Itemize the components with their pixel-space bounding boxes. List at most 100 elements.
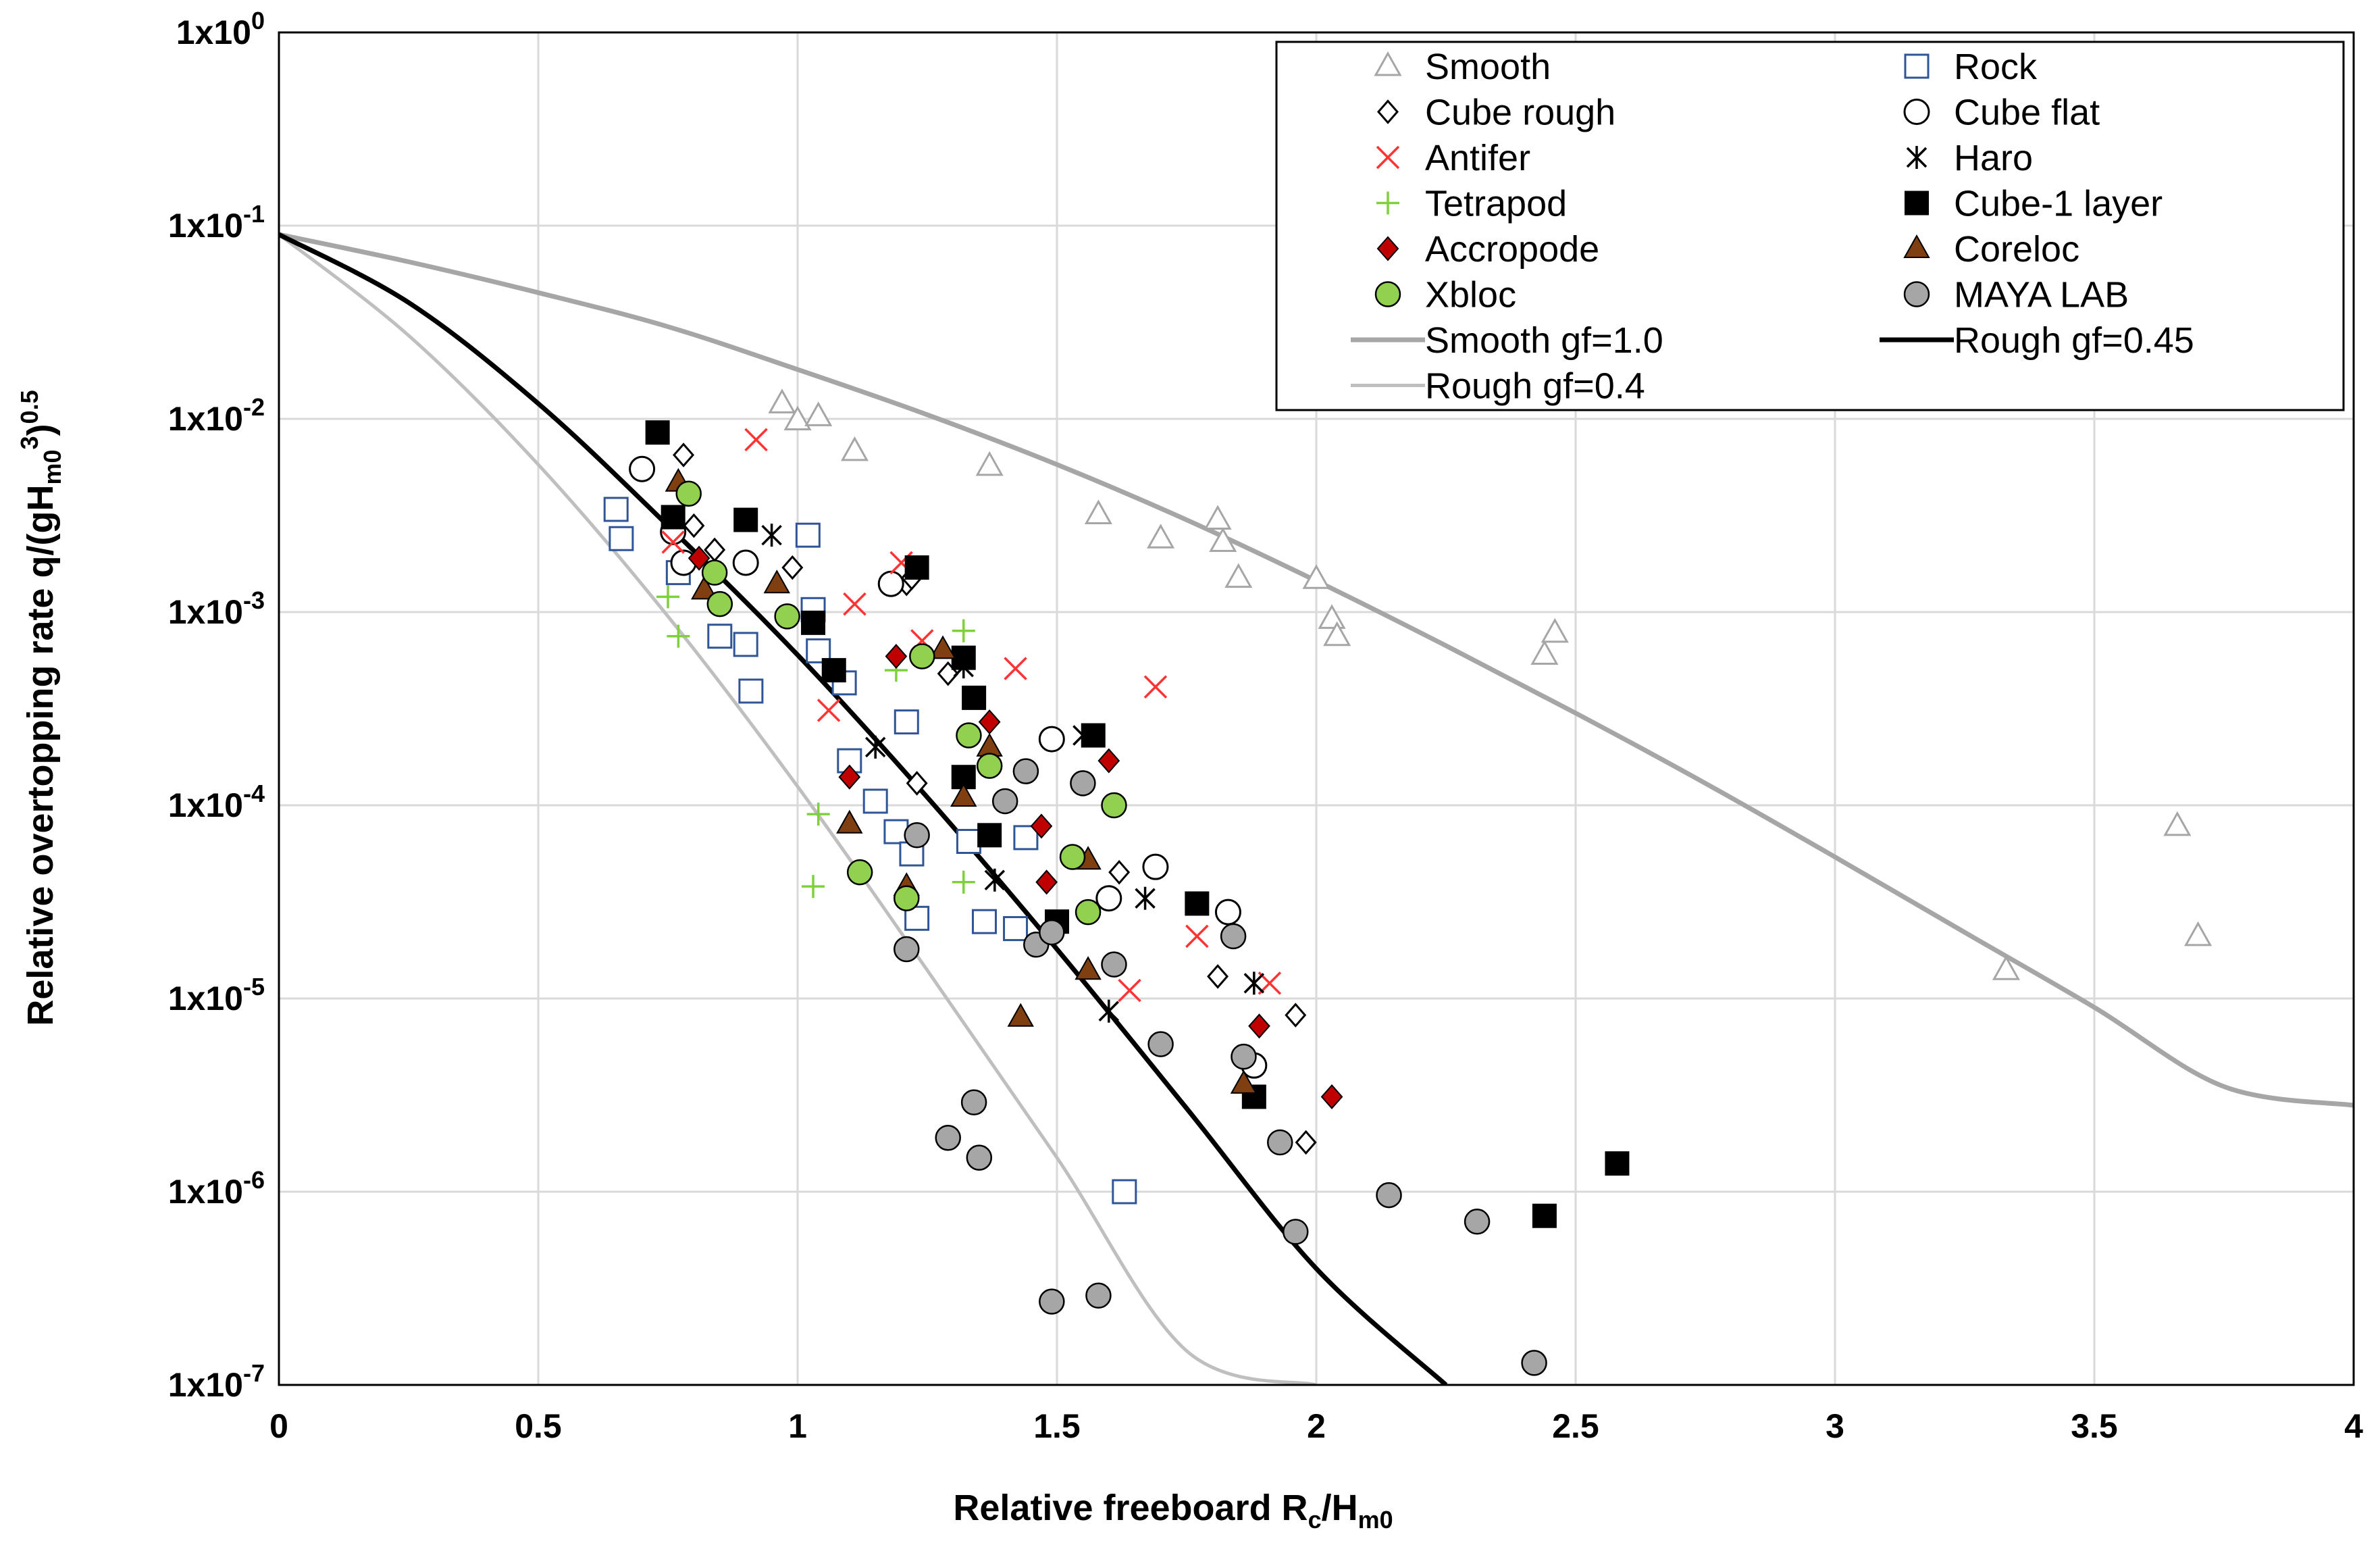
y-tick-label: 1x10-3 <box>168 586 265 631</box>
data-point-antifer <box>817 699 841 722</box>
legend-label-tetrapod: Tetrapod <box>1425 184 1567 224</box>
data-point-maya-lab <box>1101 951 1127 978</box>
data-point-xbloc <box>706 590 733 617</box>
data-point-maya-lab <box>1039 1288 1065 1315</box>
legend-symbol-coreloc <box>1903 234 1930 258</box>
data-point-maya-lab <box>1464 1209 1491 1235</box>
data-point-cube-flat <box>732 549 759 576</box>
data-point-smooth <box>1147 524 1175 549</box>
data-point-smooth <box>1224 563 1253 588</box>
data-point-accropode <box>688 545 710 571</box>
x-tick-label: 1.5 <box>1033 1407 1081 1445</box>
data-point-tetrapod <box>667 624 690 648</box>
y-tick-label: 1x100 <box>176 7 265 51</box>
data-point-rock <box>862 788 888 814</box>
data-point-maya-lab <box>1266 1129 1293 1156</box>
curve-rough-gf-0-4 <box>279 233 1317 1385</box>
data-point-smooth <box>1209 527 1237 553</box>
data-point-rock <box>956 829 981 855</box>
data-point-maya-lab <box>1220 923 1247 950</box>
legend-label-haro: Haro <box>1954 138 2033 178</box>
legend-label-rough-gf-0-45: Rough gf=0.45 <box>1954 320 2194 361</box>
legend-label-cube-rough: Cube rough <box>1425 93 1615 133</box>
legend-symbol-haro <box>1906 146 1928 169</box>
legend-symbol-xbloc <box>1374 281 1401 307</box>
data-point-coreloc <box>950 783 977 807</box>
data-point-xbloc <box>675 480 702 507</box>
data-point-xbloc <box>774 603 800 630</box>
legend: Smooth Cube rough Antifer Tetrapod Accropode… <box>1275 41 2345 411</box>
data-point-cube-flat <box>877 570 904 597</box>
data-point-rock <box>894 709 919 735</box>
legend-symbol-rock <box>1904 53 1930 79</box>
data-point-accropode <box>838 764 861 790</box>
legend-symbol-cube-1-layer <box>1905 191 1929 216</box>
data-point-rock <box>609 526 634 551</box>
data-point-cube-1-layer <box>733 507 758 532</box>
legend-symbol-cube-rough <box>1377 99 1399 124</box>
data-point-cube-1-layer <box>1532 1203 1557 1228</box>
legend-label-rock: Rock <box>1954 47 2038 87</box>
data-point-haro <box>1243 971 1265 995</box>
data-point-maya-lab <box>1012 758 1039 784</box>
legend-label-antifer: Antifer <box>1425 138 1530 178</box>
y-tick-label: 1x10-7 <box>168 1359 265 1404</box>
data-point-accropode <box>1097 748 1120 774</box>
data-point-rock <box>733 632 758 657</box>
data-point-accropode <box>1030 813 1053 839</box>
x-tick-label: 2.5 <box>1552 1407 1599 1445</box>
data-point-cube-1-layer <box>1605 1151 1630 1176</box>
data-point-cube-1-layer <box>904 555 929 580</box>
data-point-cube-1-layer <box>977 823 1002 848</box>
legend-label-smooth: Smooth <box>1425 47 1551 87</box>
data-point-xbloc <box>1075 899 1102 926</box>
data-point-maya-lab <box>960 1089 987 1116</box>
x-tick-labels: 0 0.5 1 1.5 2 2.5 3 3.5 4 <box>269 1407 2363 1445</box>
data-point-smooth <box>783 405 812 431</box>
series-accropode <box>688 545 1343 1109</box>
data-point-cube-1-layer <box>821 658 846 683</box>
data-point-cube-flat <box>1095 885 1122 912</box>
x-tick-label: 0.5 <box>515 1407 562 1445</box>
data-point-coreloc <box>763 570 790 594</box>
data-point-xbloc <box>1059 844 1086 870</box>
data-point-accropode <box>885 644 908 669</box>
data-point-antifer <box>1185 924 1209 948</box>
data-point-maya-lab <box>935 1125 961 1151</box>
data-point-cube-rough <box>1295 1130 1317 1155</box>
legend-symbol-cube-flat <box>1903 99 1930 125</box>
data-point-coreloc <box>691 576 718 600</box>
data-point-maya-lab <box>1376 1182 1402 1209</box>
data-point-smooth <box>804 401 833 426</box>
x-axis-label: Relative freeboard Rc/Hm0 <box>953 1488 1393 1534</box>
y-tick-label: 1x10-1 <box>168 200 265 245</box>
legend-label-rough-gf-0-4: Rough gf=0.4 <box>1425 366 1645 407</box>
data-point-rock <box>738 678 764 704</box>
data-point-antifer <box>843 592 866 616</box>
data-point-maya-lab <box>1039 919 1065 946</box>
data-point-cube-1-layer <box>645 420 670 445</box>
x-tick-label: 3.5 <box>2071 1407 2118 1445</box>
data-markers <box>603 388 2213 1376</box>
data-point-cube-flat <box>629 455 656 482</box>
y-tick-label: 1x10-5 <box>168 973 265 1017</box>
data-point-maya-lab <box>904 822 930 849</box>
y-tick-labels: 1x100 1x10-1 1x10-2 1x10-3 1x10-4 1x10-5 1x10-… <box>168 7 265 1404</box>
data-point-haro <box>864 735 886 759</box>
series-tetrapod <box>656 585 975 899</box>
data-point-maya-lab <box>894 936 920 963</box>
data-point-cube-rough <box>673 442 695 467</box>
data-point-smooth <box>2184 921 2213 946</box>
legend-label-maya-lab: MAYA LAB <box>1954 275 2129 315</box>
data-point-cube-rough <box>683 513 705 538</box>
data-point-maya-lab <box>966 1144 993 1171</box>
data-point-haro <box>761 524 782 547</box>
series-cube-1-layer <box>645 420 1630 1228</box>
plot-frame <box>278 31 2355 1386</box>
data-point-tetrapod <box>806 803 830 826</box>
data-point-cube-rough <box>1207 964 1229 989</box>
data-point-coreloc <box>836 809 863 834</box>
data-point-cube-rough <box>1108 859 1131 885</box>
data-point-cube-rough <box>906 771 928 796</box>
legend-symbol-maya-lab <box>1903 281 1930 307</box>
